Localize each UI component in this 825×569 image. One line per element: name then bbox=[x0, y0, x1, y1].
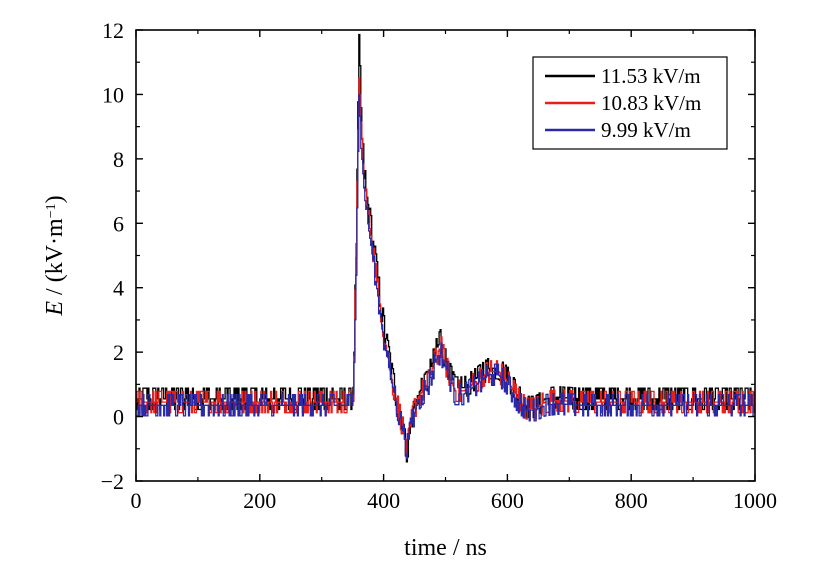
legend-label-2: 10.83 kV/m bbox=[601, 91, 701, 115]
series-line-3 bbox=[136, 94, 754, 460]
y-tick-label: 0 bbox=[113, 405, 124, 430]
legend: 11.53 kV/m 10.83 kV/m 9.99 kV/m bbox=[532, 56, 728, 150]
y-axis-label-symbol: E bbox=[42, 301, 68, 317]
y-tick-label: −2 bbox=[101, 469, 124, 494]
x-tick-label: 0 bbox=[131, 488, 142, 513]
tick-layer: 0 200 400 600 800 1000 −2 0 2 4 6 8 10 12 bbox=[101, 18, 777, 513]
y-tick-label: 2 bbox=[113, 340, 124, 365]
y-tick-label: 6 bbox=[113, 211, 124, 236]
x-tick-label: 1000 bbox=[733, 488, 777, 513]
y-axis-label: E / (kV·m−1) bbox=[42, 195, 68, 316]
y-axis-label-exponent: −1 bbox=[44, 203, 59, 218]
legend-label-1: 11.53 kV/m bbox=[601, 64, 701, 88]
y-axis-label-close: ) bbox=[42, 195, 68, 203]
legend-label-3: 9.99 kV/m bbox=[601, 118, 691, 142]
series-layer bbox=[136, 33, 755, 463]
y-tick-label: 8 bbox=[113, 147, 124, 172]
x-tick-label: 200 bbox=[243, 488, 276, 513]
x-tick-label: 400 bbox=[367, 488, 400, 513]
y-tick-label: 4 bbox=[113, 276, 124, 301]
x-axis-label: time / ns bbox=[404, 535, 487, 561]
legend-items: 11.53 kV/m 10.83 kV/m 9.99 kV/m bbox=[545, 64, 701, 142]
y-tick-label: 10 bbox=[102, 82, 124, 107]
y-tick-label: 12 bbox=[102, 18, 124, 43]
x-tick-label: 600 bbox=[491, 488, 524, 513]
x-tick-label: 800 bbox=[615, 488, 648, 513]
y-axis-label-units: / (kV·m bbox=[42, 218, 68, 301]
